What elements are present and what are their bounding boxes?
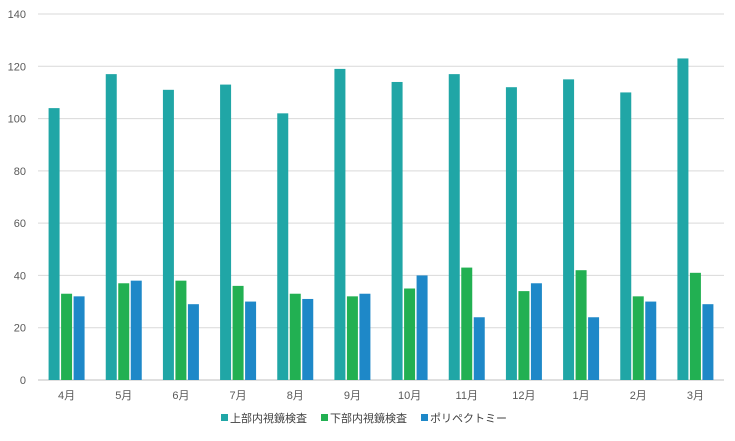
x-tick-label: 5月 <box>115 390 132 402</box>
bar-series-3 <box>473 317 485 380</box>
bar-series-1 <box>448 74 460 380</box>
y-tick-label: 120 <box>8 61 26 73</box>
bar-series-2 <box>689 272 701 380</box>
y-tick-label: 60 <box>14 218 26 230</box>
x-tick-label: 2月 <box>630 390 647 402</box>
bar-series-1 <box>48 108 60 380</box>
bar-series-1 <box>277 113 289 380</box>
bar-series-2 <box>175 280 187 380</box>
legend: 上部内視鏡検査 下部内視鏡検査 ポリペクトミー <box>221 411 507 425</box>
legend-label: ポリペクトミー <box>430 412 507 425</box>
bar-series-2 <box>289 293 301 380</box>
bar-series-2 <box>232 285 244 380</box>
bar-series-2 <box>518 291 530 380</box>
x-tick-label: 6月 <box>172 390 189 402</box>
bar-series-1 <box>220 84 232 380</box>
x-tick-label: 9月 <box>344 390 361 402</box>
x-tick-label: 7月 <box>230 390 247 402</box>
bar-series-2 <box>61 293 73 380</box>
x-tick-label: 1月 <box>573 390 590 402</box>
bar-series-2 <box>346 296 358 380</box>
bar-series-2 <box>575 270 587 380</box>
bar-series-3 <box>702 304 714 380</box>
bar-series-2 <box>461 267 473 380</box>
bar-series-3 <box>245 301 257 380</box>
bar-series-3 <box>359 293 371 380</box>
y-tick-label: 0 <box>20 375 26 387</box>
bar-series-1 <box>505 87 517 380</box>
bar-series-2 <box>118 283 130 380</box>
bar-series-3 <box>302 298 314 380</box>
legend-swatch <box>421 414 428 421</box>
x-axis-tick-labels: 4月 5月 6月 7月 8月 9月 10月 11月 12月 1月 2月 3月 <box>58 390 704 402</box>
bar-series-2 <box>404 288 416 380</box>
bar-series-3 <box>645 301 657 380</box>
bar-series-3 <box>130 280 142 380</box>
bar-series-1 <box>105 74 117 380</box>
bar-series-3 <box>530 283 542 380</box>
bar-series-3 <box>416 275 428 380</box>
legend-swatch <box>321 414 328 421</box>
y-tick-label: 80 <box>14 166 26 178</box>
bar-series-1 <box>334 68 346 381</box>
bar-series-1 <box>677 58 689 380</box>
y-tick-label: 100 <box>8 114 26 126</box>
y-tick-label: 40 <box>14 270 26 282</box>
bars <box>48 58 714 381</box>
legend-label: 上部内視鏡検査 <box>230 411 307 425</box>
x-tick-label: 8月 <box>287 390 304 402</box>
x-tick-label: 4月 <box>58 390 75 402</box>
bar-series-1 <box>620 92 632 380</box>
y-axis-tick-labels: 0 20 40 60 80 100 120 140 <box>8 9 26 387</box>
bar-series-1 <box>563 79 575 380</box>
bar-series-3 <box>187 304 199 380</box>
legend-swatch <box>221 414 228 421</box>
x-tick-label: 11月 <box>456 390 478 402</box>
bar-series-3 <box>73 296 85 380</box>
legend-label: 下部内視鏡検査 <box>330 411 407 425</box>
x-tick-label: 3月 <box>687 390 704 402</box>
x-tick-label: 12月 <box>512 390 535 402</box>
bar-series-1 <box>391 81 403 380</box>
y-tick-label: 140 <box>8 9 26 21</box>
bar-series-2 <box>632 296 644 380</box>
y-tick-label: 20 <box>14 323 26 335</box>
gridlines <box>38 13 724 381</box>
bar-series-3 <box>588 317 600 380</box>
bar-series-1 <box>162 89 174 381</box>
x-tick-label: 10月 <box>398 390 421 402</box>
